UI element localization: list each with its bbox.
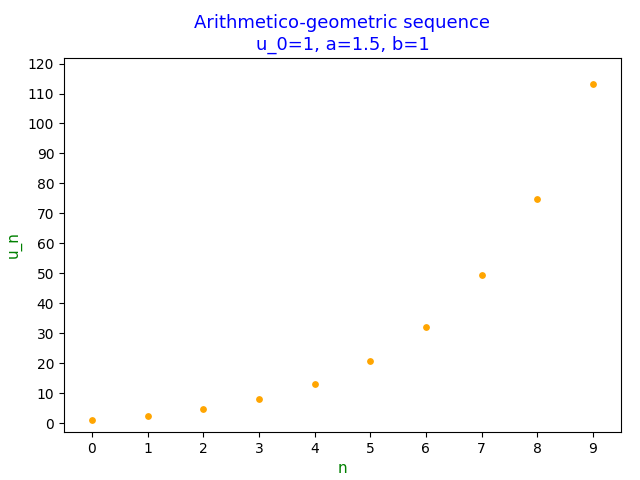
- Point: [310, 380, 320, 387]
- Title: Arithmetico-geometric sequence
u_0=1, a=1.5, b=1: Arithmetico-geometric sequence u_0=1, a=…: [195, 14, 490, 54]
- Point: [253, 395, 264, 403]
- Y-axis label: u_n: u_n: [7, 231, 22, 258]
- Point: [532, 195, 543, 203]
- Point: [365, 357, 375, 365]
- Point: [588, 80, 598, 87]
- X-axis label: n: n: [337, 461, 348, 476]
- Point: [476, 272, 487, 279]
- Point: [143, 412, 153, 420]
- Point: [421, 323, 431, 331]
- Point: [198, 405, 209, 413]
- Point: [87, 416, 97, 424]
